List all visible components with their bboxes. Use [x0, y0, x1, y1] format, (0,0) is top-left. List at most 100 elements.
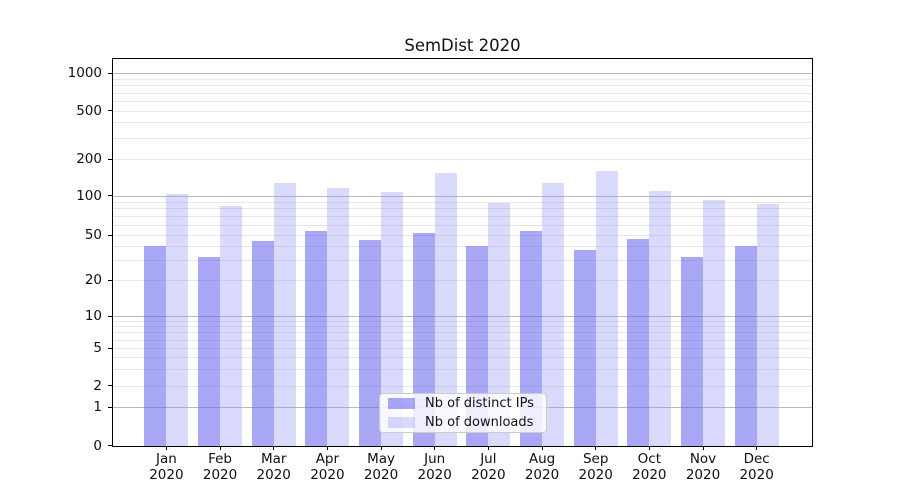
gridline-10: [113, 316, 812, 317]
y-tick-mark-100: [108, 195, 112, 197]
y-tick-label-50: 50: [84, 227, 102, 243]
bar-downloads-jan: [166, 194, 189, 446]
x-tick-mark-jan: [165, 446, 167, 450]
bar-downloads-nov: [703, 199, 725, 446]
gridline-500: [113, 110, 812, 112]
bar-downloads-dec: [756, 203, 779, 446]
y-tick-label-200: 200: [76, 151, 102, 167]
bar-distinct-ips-jan: [144, 245, 167, 446]
x-tick-year: 2020: [632, 467, 667, 483]
gridline-900: [113, 78, 812, 80]
x-tick-year: 2020: [310, 467, 345, 483]
x-tick-label-mar: Mar 2020: [243, 451, 305, 483]
bar-downloads-oct: [649, 190, 672, 446]
bar-distinct-ips-nov: [681, 256, 703, 446]
bar-downloads-apr: [327, 187, 350, 446]
bar-downloads-feb: [220, 205, 243, 446]
chart-title: SemDist 2020: [404, 36, 521, 55]
gridline-100: [113, 195, 812, 197]
x-tick-label-aug: Aug 2020: [511, 451, 573, 483]
x-tick-mark-nov: [702, 446, 704, 450]
x-tick-year: 2020: [524, 467, 560, 483]
y-tick-label-100: 100: [76, 187, 102, 204]
y-tick-mark-50: [108, 234, 112, 236]
gridline-4: [113, 357, 812, 359]
legend: Nb of distinct IPs Nb of downloads: [379, 393, 547, 433]
x-tick-mark-feb: [219, 446, 221, 450]
y-tick-label-500: 500: [76, 102, 102, 119]
x-tick-label-jul: Jul 2020: [457, 451, 519, 483]
gridline-9: [113, 320, 812, 322]
bar-distinct-ips-jun: [412, 232, 435, 446]
bar-distinct-ips-aug: [520, 230, 543, 446]
x-tick-mark-dec: [756, 446, 758, 450]
y-tick-label-2: 2: [93, 377, 102, 394]
gridline-400: [113, 122, 812, 124]
y-tick-label-5: 5: [93, 340, 102, 356]
x-tick-month: Dec: [743, 451, 770, 467]
x-tick-label-jun: Jun 2020: [404, 451, 466, 483]
gridline-700: [113, 92, 812, 94]
y-tick-mark-2: [108, 385, 112, 387]
legend-item-downloads: Nb of downloads: [388, 414, 546, 431]
gridlines-layer: [113, 59, 812, 446]
x-tick-month: Sep: [582, 451, 609, 467]
bar-downloads-sep: [595, 170, 618, 446]
gridline-7: [113, 332, 812, 334]
legend-swatch-distinct-ips: [388, 398, 415, 409]
x-tick-year: 2020: [739, 467, 774, 483]
x-tick-year: 2020: [149, 467, 184, 483]
x-tick-label-oct: Oct 2020: [618, 451, 680, 483]
y-tick-mark-1000: [108, 72, 112, 74]
x-tick-mark-apr: [326, 446, 328, 450]
bar-downloads-aug: [542, 183, 565, 446]
y-tick-label-0: 0: [93, 437, 102, 454]
bar-distinct-ips-dec: [734, 245, 757, 446]
gridline-800: [113, 85, 812, 87]
y-tick-label-1000: 1000: [67, 65, 102, 82]
x-tick-month: May: [367, 451, 395, 467]
legend-label-downloads: Nb of downloads: [425, 415, 534, 430]
x-tick-month: Feb: [208, 451, 232, 467]
y-tick-label-1: 1: [93, 399, 102, 415]
y-tick-label-20: 20: [84, 272, 102, 288]
gridline-30: [113, 260, 812, 262]
gridline-60: [113, 224, 812, 226]
gridline-600: [113, 100, 812, 102]
x-tick-month: Apr: [315, 451, 340, 467]
gridline-20: [113, 280, 812, 281]
bar-downloads-jul: [488, 202, 511, 446]
bar-downloads-jun: [434, 172, 457, 446]
gridline-40: [113, 245, 812, 247]
x-tick-year: 2020: [417, 467, 452, 483]
gridline-8: [113, 326, 812, 328]
x-tick-mark-jun: [434, 446, 436, 450]
bar-distinct-ips-oct: [627, 239, 650, 446]
gridline-3: [113, 369, 812, 371]
x-tick-month: Jul: [480, 451, 497, 467]
bar-downloads-mar: [273, 183, 296, 446]
x-tick-year: 2020: [202, 467, 238, 483]
bar-distinct-ips-sep: [573, 249, 596, 446]
bar-distinct-ips-feb: [198, 256, 221, 446]
x-tick-label-apr: Apr 2020: [296, 451, 358, 483]
y-tick-mark-0: [108, 445, 112, 447]
legend-swatch-downloads: [388, 417, 415, 428]
gridline-1000: [113, 73, 812, 75]
x-tick-label-sep: Sep 2020: [565, 451, 627, 483]
x-tick-label-may: May 2020: [350, 451, 412, 483]
y-tick-mark-10: [108, 315, 112, 317]
y-tick-mark-1: [108, 406, 112, 408]
gridline-6: [113, 339, 812, 341]
x-tick-year: 2020: [471, 467, 506, 483]
gridline-80: [113, 208, 812, 210]
x-tick-label-nov: Nov 2020: [672, 451, 734, 483]
gridline-90: [113, 201, 812, 203]
x-tick-label-dec: Dec 2020: [726, 451, 788, 483]
gridline-5: [113, 348, 812, 349]
gridline-2: [113, 385, 812, 387]
legend-item-distinct-ips: Nb of distinct IPs: [388, 395, 546, 412]
x-tick-mark-jul: [487, 446, 489, 450]
x-tick-mark-aug: [541, 446, 543, 450]
